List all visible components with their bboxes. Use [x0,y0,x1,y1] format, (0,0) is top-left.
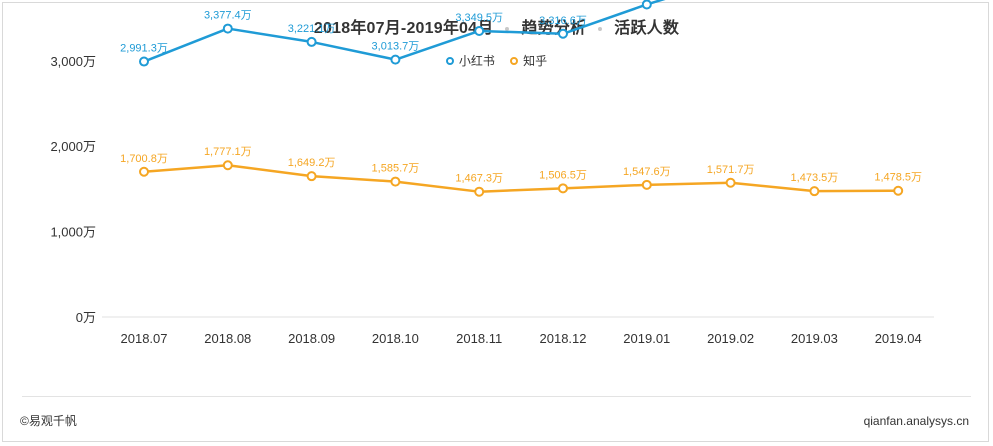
footer-divider [22,396,971,397]
legend-marker-zhihu [510,56,519,65]
data-label: 3,013.7万 [372,41,420,53]
title-separator-dot [505,26,510,31]
data-point [306,171,317,182]
x-tick-label: 2018.11 [456,331,502,346]
y-tick-label: 3,000万 [50,54,96,69]
data-point [558,183,568,194]
title-metric: 活跃人数 [614,20,680,37]
data-point [390,176,401,187]
data-label: 3,349.5万 [455,12,503,24]
data-point [222,160,233,171]
title-separator-dot [598,26,603,31]
x-tick-label: 2018.08 [204,331,251,346]
data-label: 1,473.5万 [791,172,839,184]
x-tick-label: 2018.12 [540,331,587,346]
data-label: 1,478.5万 [874,172,922,184]
data-point [725,177,736,188]
legend-item-zhihu[interactable]: 知乎 [510,52,547,69]
series-line-zhihu [143,163,899,193]
title-date-range: 2018年07月-2019年04月 [313,20,494,37]
data-label: 1,547.6万 [623,166,671,178]
legend-label-xiaohongshu: 小红书 [458,54,495,68]
data-label: 3,221.1万 [288,23,336,35]
data-label: 1,467.3万 [455,173,503,185]
data-point [222,23,233,34]
data-label: 1,649.2万 [288,157,336,169]
data-label: 1,571.7万 [707,164,755,176]
legend-label-zhihu: 知乎 [523,54,548,68]
data-label: 1,506.5万 [539,169,587,181]
legend-item-xiaohongshu[interactable]: 小红书 [445,52,495,69]
data-point [390,54,401,65]
data-point [139,56,149,67]
x-tick-label: 2019.02 [707,331,754,346]
data-label: 1,700.8万 [120,153,168,165]
y-tick-label: 0万 [76,310,96,325]
data-label: 3,377.4万 [204,10,252,22]
data-label: 2,991.3万 [120,43,168,55]
y-tick-label: 2,000万 [50,139,96,154]
copyright-text: ©易观千帆 [20,414,77,428]
legend-marker-xiaohongshu [445,56,454,65]
series-line-xiaohongshu [143,0,666,63]
x-tick-label: 2018.10 [372,331,419,346]
data-point [641,179,652,190]
x-tick-label: 2019.03 [791,331,838,346]
data-point [809,186,820,197]
data-label: 1,585.7万 [372,163,420,175]
data-point [139,166,149,177]
data-label: 3,316.6万 [539,15,587,27]
source-site-text: qianfan.analysys.cn [863,414,969,428]
chart-title: 2018年07月-2019年04月 趋势分析 活跃人数 [0,14,993,38]
x-tick-label: 2018.09 [288,331,335,346]
x-tick-label: 2019.04 [875,331,922,346]
data-point [474,186,485,197]
data-point [558,28,568,39]
data-label: 1,777.1万 [204,146,252,158]
x-tick-label: 2019.01 [623,331,670,346]
data-point [893,185,904,196]
x-tick-label: 2018.07 [121,331,168,346]
data-point [641,0,652,10]
chart-legend: 小红书 知乎 [0,52,993,69]
data-point [306,36,317,47]
data-point [474,25,485,36]
y-tick-label: 1,000万 [50,225,96,240]
